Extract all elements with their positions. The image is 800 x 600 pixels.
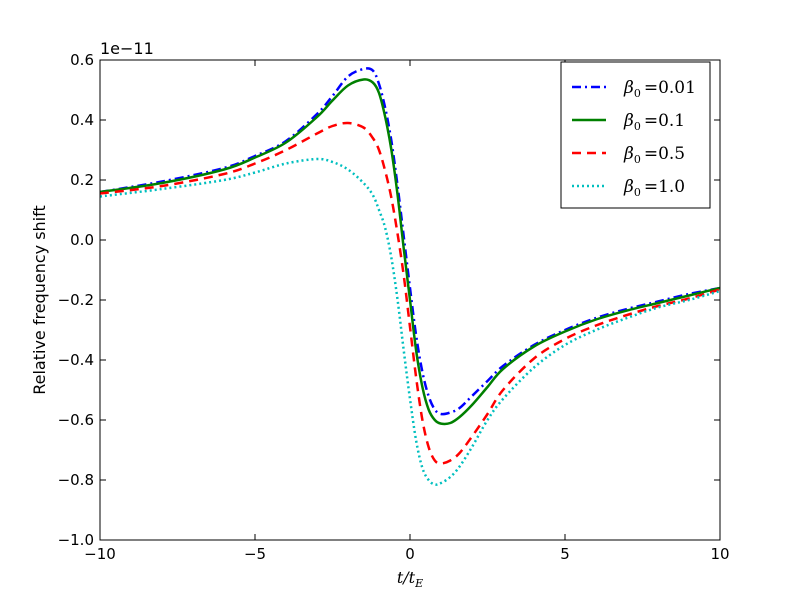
legend-label-2: β0 =0.1: [623, 111, 685, 133]
legend-label-1: β0 =0.01: [623, 78, 696, 100]
series-layer: [99, 67, 721, 486]
x-tick-label: 0: [405, 545, 415, 563]
y-tick-label: −1.0: [58, 531, 94, 549]
y-tick-label: 0.2: [70, 171, 94, 189]
y-axis-label: Relative frequency shift: [30, 205, 49, 395]
x-tick-label: 5: [560, 545, 570, 563]
y-tick-label: −0.6: [58, 411, 94, 429]
y-tick-label: 0.0: [70, 231, 94, 249]
series-line-3: [99, 121, 721, 465]
x-tick-label: 10: [710, 545, 729, 563]
legend-label-3: β0 =0.5: [623, 144, 685, 166]
x-tick-label: −5: [244, 545, 266, 563]
x-tick-label: −10: [84, 545, 116, 563]
y-multiplier-label: 1e−11: [100, 39, 154, 58]
y-tick-label: 0.4: [70, 111, 94, 129]
ticks-layer: −10 −5 0 5 10 −1.0 −0.8 −0.6 −0.4 −0.2 0.0 0.2 0.4 0.…: [58, 51, 730, 563]
y-tick-label: −0.2: [58, 291, 94, 309]
series-line-2: [99, 78, 721, 426]
legend-label-4: β0 =1.0: [623, 177, 685, 199]
y-tick-label: −0.8: [58, 471, 94, 489]
y-tick-label: −0.4: [58, 351, 94, 369]
y-tick-label: 0.6: [70, 51, 94, 69]
legend: β0 =0.01 β0 =0.1 β0 =0.5 β0 =1.0: [560, 61, 711, 209]
series-line-4: [99, 157, 721, 486]
